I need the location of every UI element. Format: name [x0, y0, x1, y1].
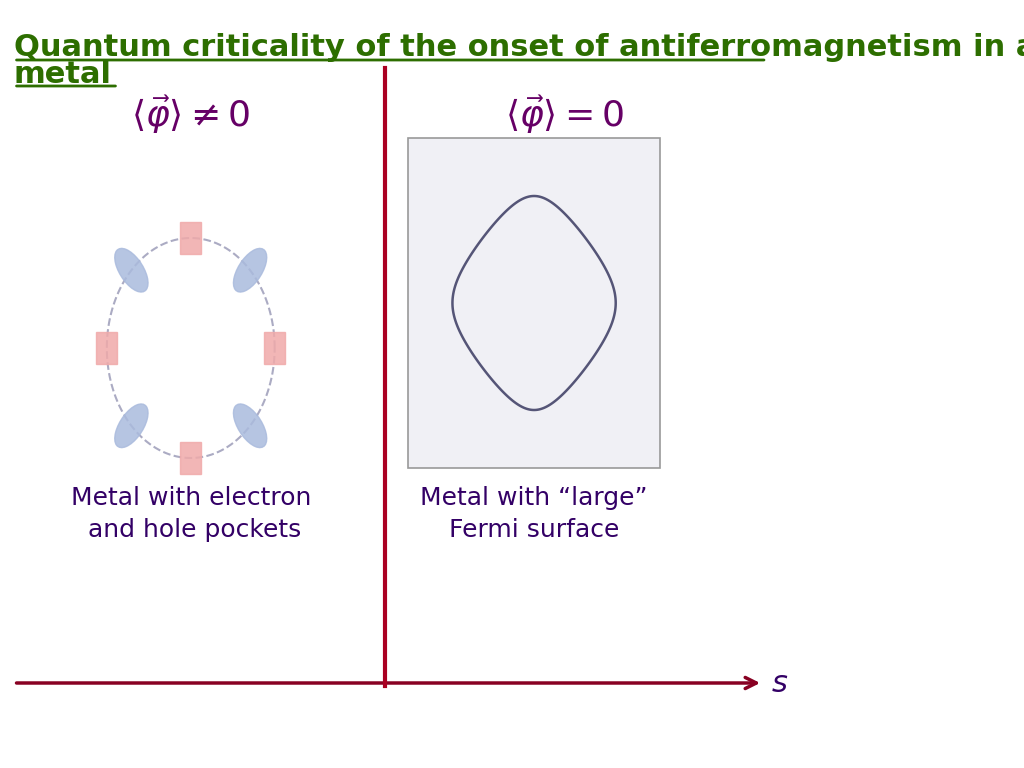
Text: $s$: $s$	[771, 667, 787, 699]
Bar	[409, 138, 659, 468]
Text: $\langle\vec{\varphi}\rangle \neq 0$: $\langle\vec{\varphi}\rangle \neq 0$	[131, 93, 250, 136]
Ellipse shape	[115, 248, 148, 292]
Text: Quantum criticality of the onset of antiferromagnetism in a: Quantum criticality of the onset of anti…	[13, 33, 1024, 62]
Bar	[264, 332, 286, 364]
Text: Metal with “large”
Fermi surface: Metal with “large” Fermi surface	[420, 486, 648, 541]
Text: metal: metal	[13, 60, 112, 89]
Bar	[180, 222, 202, 254]
Bar	[96, 332, 118, 364]
Ellipse shape	[233, 404, 266, 448]
Bar	[180, 442, 202, 474]
Text: $\langle\vec{\varphi}\rangle = 0$: $\langle\vec{\varphi}\rangle = 0$	[505, 93, 624, 136]
Text: Metal with electron
 and hole pockets: Metal with electron and hole pockets	[71, 486, 311, 541]
Ellipse shape	[115, 404, 148, 448]
Ellipse shape	[233, 248, 266, 292]
